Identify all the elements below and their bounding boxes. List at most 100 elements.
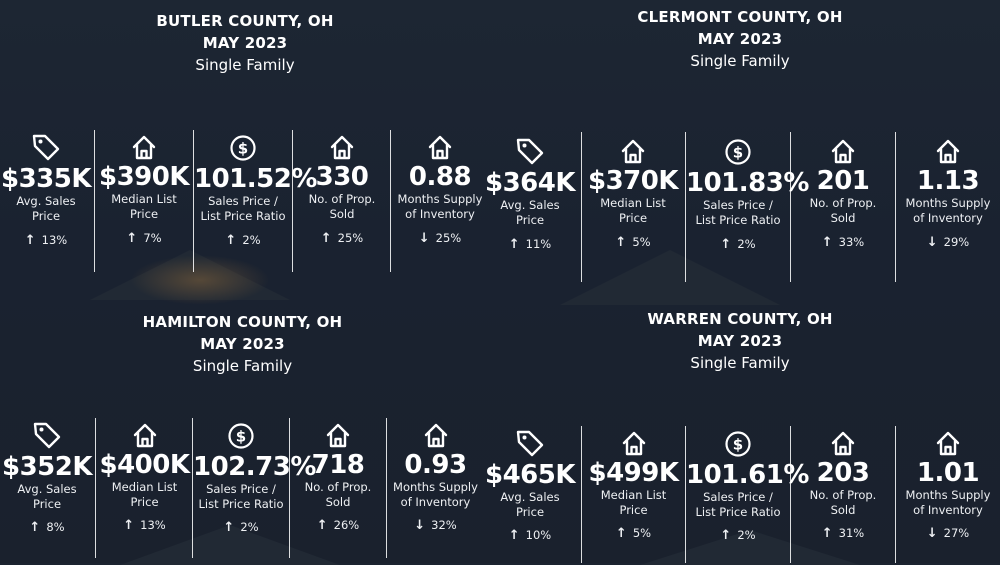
house-icon bbox=[326, 423, 350, 448]
arrow-up-icon: ↑ bbox=[508, 528, 520, 543]
stat-label-line1: No. of Prop. bbox=[304, 480, 372, 494]
stat-label-line1: Avg. Sales bbox=[17, 482, 77, 496]
change-percent: 8% bbox=[46, 520, 65, 534]
house-icon bbox=[621, 139, 645, 164]
stat-label-line1: Months Supply bbox=[397, 192, 483, 206]
stat-label-line1: Sales Price / bbox=[206, 482, 276, 496]
stat-value: 101.61% bbox=[686, 460, 809, 490]
stat-value: 718 bbox=[311, 450, 365, 480]
arrow-down-icon: ↓ bbox=[418, 231, 430, 246]
panel-clermont-county: CLERMONT COUNTY, OH MAY 2023 Single Fami… bbox=[480, 0, 1000, 290]
arrow-down-icon: ↓ bbox=[926, 526, 938, 541]
change-percent: 25% bbox=[337, 231, 364, 245]
stat-avg-sales-price: $465K Avg. Sales Price ↑ 10% bbox=[480, 428, 580, 543]
price-tag-icon bbox=[33, 422, 61, 449]
arrow-up-icon: ↑ bbox=[223, 520, 235, 535]
divider bbox=[685, 132, 686, 282]
arrow-up-icon: ↑ bbox=[316, 518, 328, 533]
stat-label-line2: Price bbox=[130, 495, 159, 509]
divider bbox=[685, 426, 686, 563]
stat-label-line1: Median List bbox=[600, 196, 666, 210]
stat-value: $400K bbox=[99, 450, 190, 480]
change-percent: 2% bbox=[737, 237, 756, 251]
house-icon bbox=[132, 135, 156, 160]
stat-label-line2: Price bbox=[31, 209, 61, 223]
stat-value: $390K bbox=[98, 162, 190, 192]
property-type: Single Family bbox=[690, 354, 790, 372]
arrow-down-icon: ↓ bbox=[926, 235, 938, 250]
stat-value: 0.93 bbox=[404, 450, 467, 480]
change-percent: 27% bbox=[943, 526, 970, 540]
stat-change: ↑ 13% bbox=[96, 518, 193, 533]
divider bbox=[94, 130, 95, 272]
dollar-circle-icon: $ bbox=[230, 135, 256, 161]
stat-label-line2: Sold bbox=[830, 211, 856, 225]
stat-label-line2: Price bbox=[618, 211, 648, 225]
stat-label-line1: Months Supply bbox=[393, 480, 478, 494]
price-tag-icon bbox=[516, 430, 544, 457]
stat-value: 330 bbox=[315, 162, 369, 192]
house-icon bbox=[133, 423, 156, 448]
house-icon bbox=[831, 139, 855, 164]
property-type: Single Family bbox=[690, 52, 790, 70]
stat-avg-sales-price: $364K Avg. Sales Price ↑ 11% bbox=[480, 136, 580, 252]
stat-label-line2: List Price Ratio bbox=[200, 209, 286, 223]
stat-change: ↑ 8% bbox=[0, 520, 94, 535]
change-percent: 29% bbox=[943, 235, 970, 249]
stat-change: ↑ 10% bbox=[480, 528, 580, 543]
divider bbox=[581, 426, 582, 563]
panel-warren-county: WARREN COUNTY, OH MAY 2023 Single Family… bbox=[480, 300, 1000, 563]
change-percent: 32% bbox=[431, 518, 457, 532]
stat-change: ↑ 2% bbox=[194, 233, 292, 248]
stat-label-line1: Months Supply bbox=[905, 488, 991, 502]
svg-text:$: $ bbox=[733, 436, 743, 454]
stat-props-sold: 201 No. of Prop. Sold ↑ 33% bbox=[791, 138, 895, 250]
stat-label-line2: Sold bbox=[325, 495, 351, 509]
stat-label-line2: Price bbox=[515, 213, 545, 227]
stat-label-line1: Avg. Sales bbox=[16, 194, 76, 208]
stat-sales-list-ratio: $ 101.52% Sales Price / List Price Ratio… bbox=[194, 132, 317, 248]
arrow-up-icon: ↑ bbox=[615, 526, 627, 541]
stat-label-line2: Price bbox=[619, 503, 648, 517]
svg-text:$: $ bbox=[733, 144, 743, 162]
stat-value: 1.01 bbox=[916, 458, 980, 488]
stat-label-line2: of Inventory bbox=[913, 503, 983, 517]
change-percent: 33% bbox=[838, 235, 865, 249]
stat-value: 102.73% bbox=[193, 452, 316, 482]
stat-label-line2: List Price Ratio bbox=[695, 505, 781, 519]
panel-header: BUTLER COUNTY, OH MAY 2023 Single Family bbox=[0, 10, 490, 76]
stat-label-line1: Sales Price / bbox=[208, 194, 278, 208]
stat-months-supply: 1.01 Months Supply of Inventory ↓ 27% bbox=[896, 430, 1000, 541]
stat-label-line2: Price bbox=[129, 207, 159, 221]
stat-label-line2: Price bbox=[515, 505, 545, 519]
arrow-up-icon: ↑ bbox=[320, 231, 332, 246]
stat-months-supply: 1.13 Months Supply of Inventory ↓ 29% bbox=[896, 138, 1000, 250]
arrow-up-icon: ↑ bbox=[123, 518, 135, 533]
stat-label-line2: List Price Ratio bbox=[198, 497, 284, 511]
arrow-up-icon: ↑ bbox=[821, 235, 833, 250]
divider bbox=[192, 418, 193, 558]
house-icon bbox=[424, 423, 447, 448]
stat-label-line1: Median List bbox=[111, 480, 178, 494]
county-title: BUTLER COUNTY, OH bbox=[156, 12, 334, 30]
svg-text:$: $ bbox=[238, 140, 248, 158]
stat-median-list-price: $370K Median List Price ↑ 5% bbox=[582, 138, 684, 250]
change-percent: 26% bbox=[333, 518, 360, 532]
stat-label-line1: No. of Prop. bbox=[308, 192, 376, 206]
stat-label-line1: Months Supply bbox=[905, 196, 991, 210]
stat-label-line1: Sales Price / bbox=[703, 198, 773, 212]
stat-label-line2: of Inventory bbox=[405, 207, 475, 221]
property-type: Single Family bbox=[192, 357, 293, 375]
change-percent: 5% bbox=[632, 235, 651, 249]
county-title: WARREN COUNTY, OH bbox=[647, 310, 833, 328]
divider bbox=[292, 130, 293, 272]
svg-text:$: $ bbox=[236, 428, 246, 446]
change-percent: 7% bbox=[143, 231, 162, 245]
arrow-up-icon: ↑ bbox=[508, 237, 520, 252]
stat-change: ↑ 5% bbox=[582, 235, 684, 250]
dollar-circle-icon: $ bbox=[228, 423, 254, 449]
stat-label-line2: Sold bbox=[329, 207, 355, 221]
arrow-up-icon: ↑ bbox=[126, 231, 138, 246]
divider bbox=[390, 130, 391, 272]
divider bbox=[289, 418, 290, 558]
